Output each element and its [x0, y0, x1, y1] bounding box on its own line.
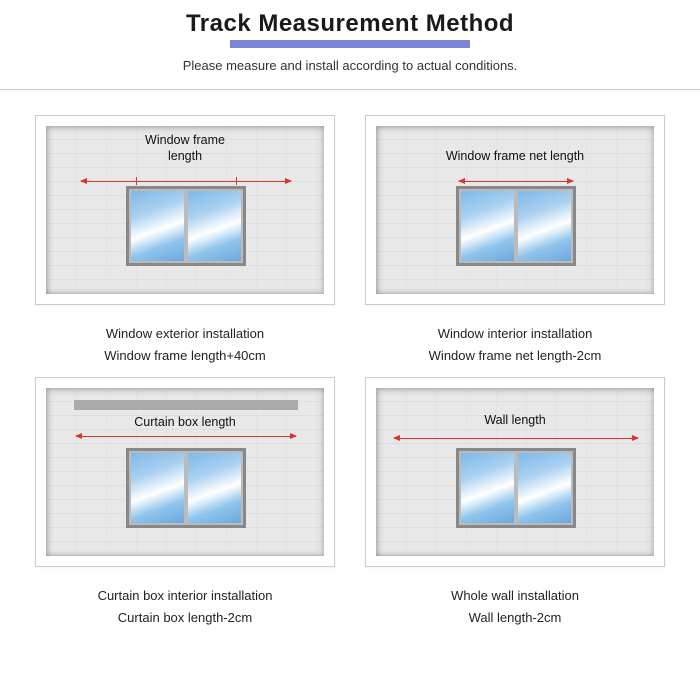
diagram: Wall length: [365, 377, 665, 567]
diagram: Curtain box length: [35, 377, 335, 567]
label-line: Window frame net length: [446, 149, 584, 163]
panel-curtainbox: Curtain box length Curtain box interior …: [30, 377, 340, 629]
measure-arrow: [76, 436, 296, 437]
wall: Window frame net length: [376, 126, 654, 294]
pane: [461, 191, 514, 261]
pane: [461, 453, 514, 523]
label-line: Curtain box length: [134, 415, 235, 429]
measure-label: Wall length: [376, 412, 654, 428]
caption: Curtain box interior installation Curtai…: [30, 585, 340, 629]
caption: Window interior installation Window fram…: [360, 323, 670, 367]
wall: Curtain box length: [46, 388, 324, 556]
caption-line: Window exterior installation: [30, 323, 340, 345]
label-line: length: [168, 149, 202, 163]
header: Track Measurement Method Please measure …: [0, 0, 700, 81]
window: [126, 186, 246, 266]
pane: [131, 191, 184, 261]
pane: [518, 453, 571, 523]
caption: Whole wall installation Wall length-2cm: [360, 585, 670, 629]
measure-label: Curtain box length: [46, 414, 324, 430]
measure-arrow: [394, 438, 638, 439]
diagram: Window frame length: [35, 115, 335, 305]
caption: Window exterior installation Window fram…: [30, 323, 340, 367]
window: [126, 448, 246, 528]
page-title: Track Measurement Method: [186, 10, 514, 38]
panel-interior: Window frame net length Window interior …: [360, 115, 670, 367]
caption-line: Window interior installation: [360, 323, 670, 345]
panel-exterior: Window frame length Window exterior inst…: [30, 115, 340, 367]
caption-line: Wall length-2cm: [360, 607, 670, 629]
caption-line: Curtain box length-2cm: [30, 607, 340, 629]
tick: [236, 177, 237, 185]
measure-label: Window frame length: [46, 132, 324, 165]
title-underline: [230, 40, 470, 48]
caption-line: Window frame net length-2cm: [360, 345, 670, 367]
tick: [136, 177, 137, 185]
measure-arrow: [459, 181, 573, 182]
pane: [518, 191, 571, 261]
caption-line: Window frame length+40cm: [30, 345, 340, 367]
curtain-box: [74, 400, 298, 410]
divider: [0, 89, 700, 90]
label-line: Wall length: [484, 413, 545, 427]
wall: Window frame length: [46, 126, 324, 294]
window: [456, 448, 576, 528]
window: [456, 186, 576, 266]
pane: [131, 453, 184, 523]
measure-arrow: [81, 181, 291, 182]
caption-line: Whole wall installation: [360, 585, 670, 607]
panel-wall: Wall length Whole wall installation Wall…: [360, 377, 670, 629]
panel-grid: Window frame length Window exterior inst…: [0, 115, 700, 649]
pane: [188, 191, 241, 261]
label-line: Window frame: [145, 133, 225, 147]
page-subtitle: Please measure and install according to …: [0, 58, 700, 73]
wall: Wall length: [376, 388, 654, 556]
measure-label: Window frame net length: [376, 148, 654, 164]
caption-line: Curtain box interior installation: [30, 585, 340, 607]
diagram: Window frame net length: [365, 115, 665, 305]
pane: [188, 453, 241, 523]
